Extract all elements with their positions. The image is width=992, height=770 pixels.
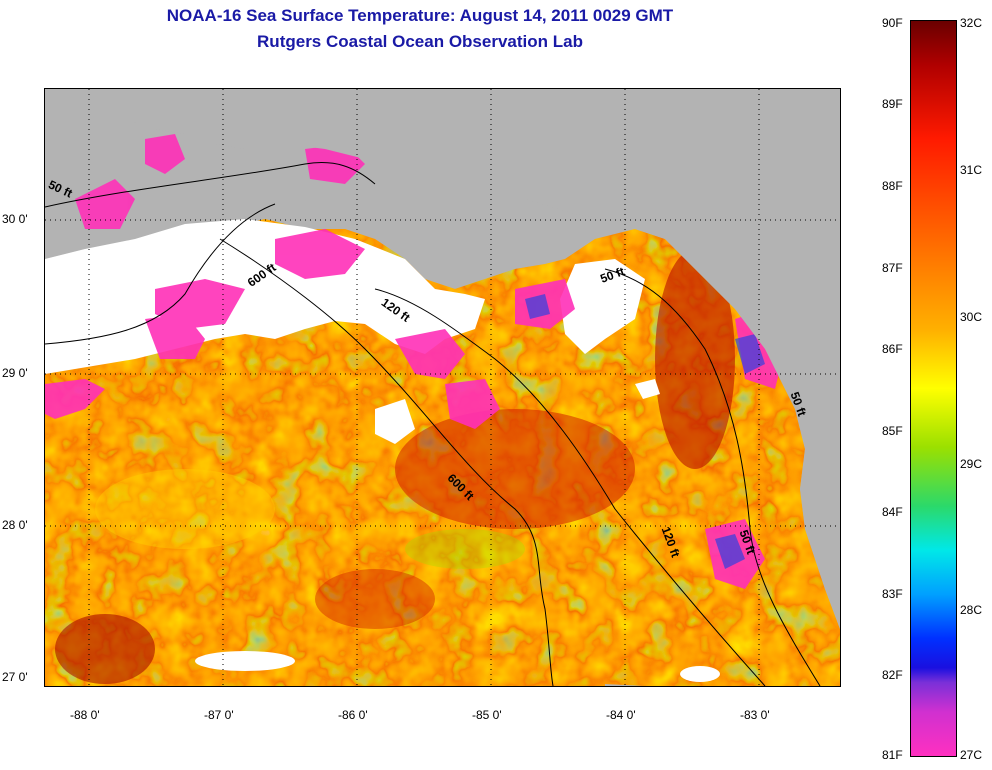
sst-map [44, 88, 841, 687]
depth-contours [45, 162, 821, 686]
colorbar-label-32c: 32C [960, 16, 983, 30]
cold-blue-patches [525, 294, 765, 569]
lon-label-83: -83 0' [740, 708, 770, 722]
lat-label-27: 27 0' [2, 670, 28, 684]
colorbar-label-27c: 27C [960, 748, 983, 762]
land-mass [45, 89, 840, 629]
colorbar-label-81f: 81F [882, 748, 903, 762]
colorbar-label-84f: 84F [882, 505, 903, 519]
temperature-colorbar [910, 20, 957, 757]
colorbar-label-29c: 29C [960, 457, 983, 471]
colorbar-label-85f: 85F [882, 424, 903, 438]
sst-map-canvas [45, 89, 840, 686]
colorbar-label-90f: 90F [882, 16, 903, 30]
colorbar-label-89f: 89F [882, 97, 903, 111]
colorbar-label-82f: 82F [882, 668, 903, 682]
colorbar-label-87f: 87F [882, 261, 903, 275]
lat-label-30: 30 0' [2, 212, 28, 226]
map-subtitle: Rutgers Coastal Ocean Observation Lab [257, 32, 583, 51]
lon-label-85: -85 0' [472, 708, 502, 722]
cold-edge-patches [45, 93, 785, 589]
lon-label-88: -88 0' [70, 708, 100, 722]
lon-label-86: -86 0' [338, 708, 368, 722]
colorbar-label-88f: 88F [882, 179, 903, 193]
colorbar-label-86f: 86F [882, 342, 903, 356]
lon-label-84: -84 0' [606, 708, 636, 722]
colorbar-label-83f: 83F [882, 587, 903, 601]
colorbar-label-31c: 31C [960, 163, 983, 177]
lat-label-29: 29 0' [2, 366, 28, 380]
lon-label-87: -87 0' [204, 708, 234, 722]
colorbar-label-28c: 28C [960, 603, 983, 617]
map-title: NOAA-16 Sea Surface Temperature: August … [166, 6, 674, 25]
lat-label-28: 28 0' [2, 518, 28, 532]
colorbar-label-30c: 30C [960, 310, 983, 324]
